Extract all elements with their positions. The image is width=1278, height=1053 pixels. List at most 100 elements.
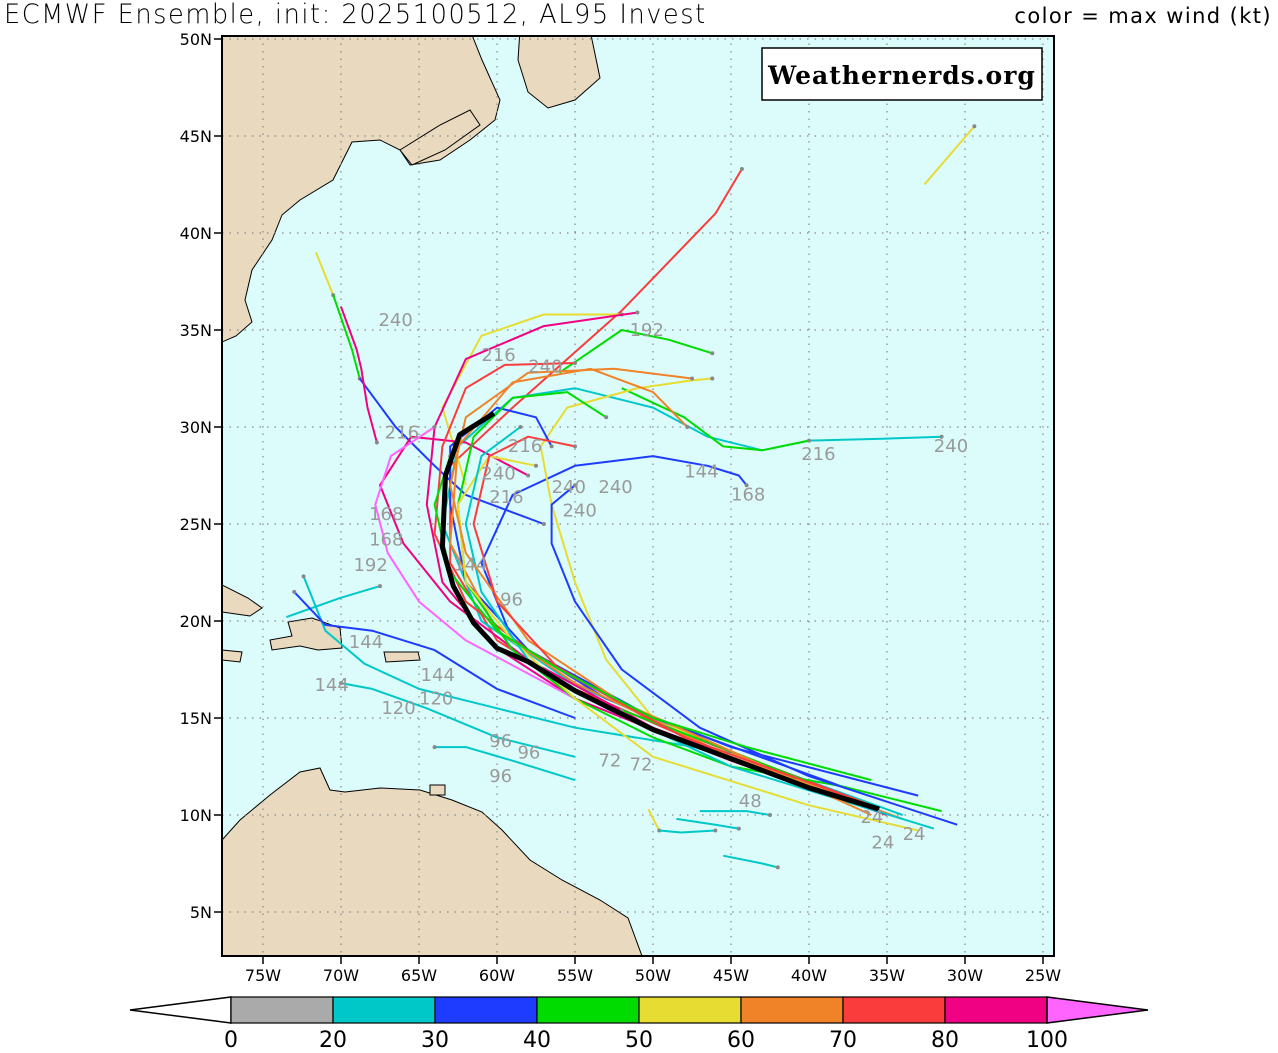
track-endpoint [972, 124, 977, 129]
color-legend-caption: color = max wind (kt) [1014, 4, 1272, 28]
ensemble-member-track [472, 435, 857, 801]
colorbar-over-arrow [1046, 996, 1149, 1024]
lead-time-label: 24 [860, 807, 883, 828]
colorbar-label: 30 [421, 1028, 449, 1053]
track-endpoint [432, 745, 437, 750]
plot-frame [221, 35, 1055, 957]
newfoundland-landmass [517, 36, 601, 109]
lead-time-label: 96 [517, 743, 540, 764]
ensemble-member-track [699, 810, 771, 816]
watermark-text: Weathernerds.org [767, 61, 1036, 90]
lead-time-label: 192 [630, 320, 664, 341]
lead-time-label: 192 [353, 555, 387, 576]
lead-time-label: 240 [563, 500, 597, 521]
track-endpoint [635, 310, 640, 315]
nova-scotia-landmass [399, 109, 481, 166]
colorbar-label: 0 [224, 1028, 238, 1053]
track-endpoint [573, 360, 577, 365]
colorbar-label: 100 [1026, 1028, 1068, 1053]
lead-time-label: 240 [934, 436, 968, 457]
track-endpoint [534, 463, 538, 468]
colorbar-swatch [944, 996, 1048, 1024]
lon-tick-label: 60W [479, 966, 515, 985]
colorbar-label: 70 [829, 1028, 857, 1053]
ensemble-member-track [441, 313, 622, 486]
track-endpoint [939, 434, 944, 439]
lead-time-label: 120 [419, 688, 453, 709]
lon-tick-label: 55W [557, 966, 593, 985]
lead-time-label: 144 [349, 632, 383, 653]
lead-time-label: 168 [369, 530, 403, 551]
ensemble-member-track [676, 817, 739, 830]
lead-time-label: 24 [903, 824, 926, 845]
lead-time-label: 240 [378, 310, 412, 331]
ensemble-member-track [340, 306, 378, 443]
track-endpoint [432, 425, 437, 429]
lead-time-label: 216 [489, 487, 523, 508]
puerto-rico-landmass [383, 651, 421, 663]
lon-tick-label: 70W [323, 966, 359, 985]
axes: 50N 45N 40N 35N 30N 25N 20N 15N 10N 5N 75W 70W 65W 60… [180, 30, 1062, 985]
lat-tick-label: 40N [180, 224, 212, 243]
lead-time-label: 144 [453, 555, 487, 576]
colorbar-swatch [536, 996, 640, 1024]
lead-time-label: 168 [731, 485, 765, 506]
ensemble-member-track [558, 329, 713, 374]
track-endpoint [736, 826, 741, 831]
jamaica-landmass [222, 649, 243, 663]
track-endpoint [768, 813, 772, 817]
lead-time-label: 240 [598, 477, 632, 498]
ensemble-member-track [659, 829, 716, 834]
north-america-landmass [222, 36, 501, 343]
lon-tick-label: 65W [401, 966, 437, 985]
track-endpoint [518, 425, 523, 429]
track-endpoint [685, 425, 690, 429]
track-endpoint [549, 444, 554, 449]
colorbar-under-arrow [129, 996, 232, 1024]
lead-time-label: 240 [481, 463, 515, 484]
ensemble-member-track [293, 591, 576, 719]
colorbar-label: 60 [727, 1028, 755, 1053]
ensemble-member-track [286, 585, 381, 619]
colorbar-swatch [638, 996, 742, 1024]
lat-tick-label: 10N [180, 806, 212, 825]
track-endpoint [573, 483, 577, 488]
lat-tick-label: 50N [180, 30, 212, 49]
ensemble-tracks [286, 124, 977, 870]
ensemble-member-track [374, 426, 576, 700]
ensemble-member-track [621, 387, 810, 452]
lead-time-label: 96 [489, 731, 512, 752]
lat-tick-label: 5N [190, 903, 212, 922]
track-endpoint [604, 415, 609, 420]
colorbar-label: 50 [625, 1028, 653, 1053]
ensemble-member-track [358, 377, 545, 525]
track-endpoint [301, 574, 306, 579]
ensemble-member-track [464, 426, 935, 830]
colorbar: 0 20 30 40 50 60 70 80 100 [129, 996, 1149, 1053]
track-endpoint [739, 166, 744, 171]
colorbar-label: 80 [931, 1028, 959, 1053]
lead-time-label: 72 [598, 751, 621, 772]
lon-tick-label: 75W [245, 966, 281, 985]
chart-title: ECMWF Ensemble, init: 2025100512, AL95 I… [4, 0, 707, 30]
lead-time-label: 24 [871, 832, 894, 853]
track-endpoint [690, 376, 694, 381]
lead-time-label: 216 [508, 436, 542, 457]
ensemble-member-track [923, 125, 976, 186]
track-endpoint [378, 584, 382, 589]
lead-time-label: 96 [500, 589, 523, 610]
colorbar-swatch [332, 996, 436, 1024]
lat-tick-label: 20N [180, 612, 212, 631]
ensemble-mean-track [439, 411, 880, 812]
ensemble-member-track [434, 746, 576, 782]
lat-tick-label: 30N [180, 418, 212, 437]
lead-time-label: 144 [684, 461, 718, 482]
lead-time-label: 144 [314, 675, 348, 696]
track-endpoint [744, 483, 749, 488]
lead-time-label: 240 [528, 357, 562, 378]
ensemble-member-track [340, 682, 576, 758]
lon-tick-label: 40W [791, 966, 827, 985]
track-endpoint [339, 681, 343, 686]
track-endpoint [526, 473, 531, 478]
